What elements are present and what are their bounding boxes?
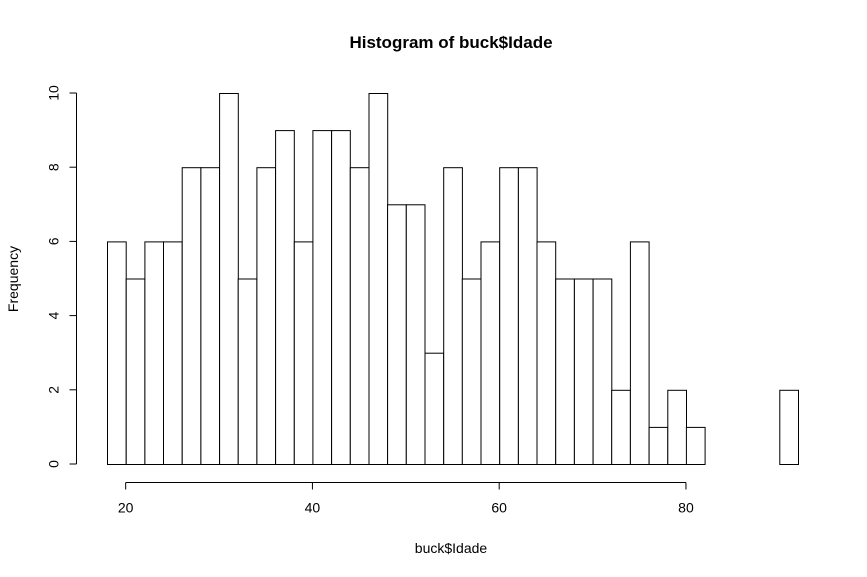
histogram-bar-18-20 — [107, 241, 127, 465]
x-tick-label: 20 — [118, 500, 134, 516]
y-axis-label: Frequency — [5, 246, 21, 312]
x-axis-label: buck$Idade — [415, 540, 488, 556]
histogram-bar-46-48 — [368, 93, 389, 465]
histogram-bar-74-76 — [629, 241, 650, 465]
histogram-bar-50-52 — [405, 204, 426, 466]
histogram-bar-56-58 — [461, 278, 482, 465]
y-tick-label: 2 — [45, 386, 61, 394]
histogram-bar-70-72 — [592, 278, 613, 465]
histogram-bar-62-64 — [517, 167, 538, 465]
x-tick-label: 60 — [491, 500, 507, 516]
histogram-bar-78-80 — [667, 389, 687, 465]
histogram-bar-44-46 — [349, 167, 370, 465]
histogram-bar-80-82 — [685, 426, 706, 465]
histogram-bar-90-92 — [779, 389, 799, 465]
histogram-bar-32-34 — [237, 278, 258, 465]
histogram-bar-20-22 — [125, 278, 146, 465]
histogram-bar-26-28 — [181, 167, 202, 465]
histogram-bar-64-66 — [536, 241, 557, 465]
histogram-bar-38-40 — [293, 241, 314, 465]
histogram-bar-22-24 — [144, 241, 165, 465]
histogram-bar-34-36 — [256, 167, 277, 465]
histogram-bar-52-54 — [424, 352, 445, 466]
histogram-bar-28-30 — [200, 167, 221, 465]
histogram-bar-48-50 — [387, 204, 407, 466]
y-tick-label: 6 — [45, 237, 61, 245]
x-axis: 20 40 60 80 — [118, 482, 694, 516]
histogram-bar-42-44 — [331, 130, 351, 465]
histogram-bar-54-56 — [443, 167, 463, 465]
y-tick-label: 4 — [45, 311, 61, 319]
histogram-bar-24-26 — [163, 241, 183, 465]
histogram-bar-72-74 — [611, 389, 631, 465]
y-tick-label: 10 — [45, 85, 61, 101]
histogram-bar-60-62 — [499, 167, 519, 465]
histogram-bar-76-78 — [648, 426, 669, 465]
chart-title: Histogram of buck$Idade — [349, 33, 552, 52]
histogram-bar-68-70 — [573, 278, 594, 465]
y-tick-label: 8 — [45, 163, 61, 171]
histogram-bar-36-38 — [275, 130, 295, 465]
histogram-bar-40-42 — [312, 130, 333, 465]
histogram-bar-30-32 — [219, 93, 239, 465]
y-axis: 0 2 4 6 8 10 — [45, 85, 77, 468]
histogram-bar-58-60 — [480, 241, 501, 465]
x-tick-label: 40 — [305, 500, 321, 516]
y-tick-label: 0 — [45, 460, 61, 468]
x-tick-label: 80 — [678, 500, 694, 516]
bars-group — [107, 93, 799, 466]
histogram-bar-66-68 — [555, 278, 575, 465]
